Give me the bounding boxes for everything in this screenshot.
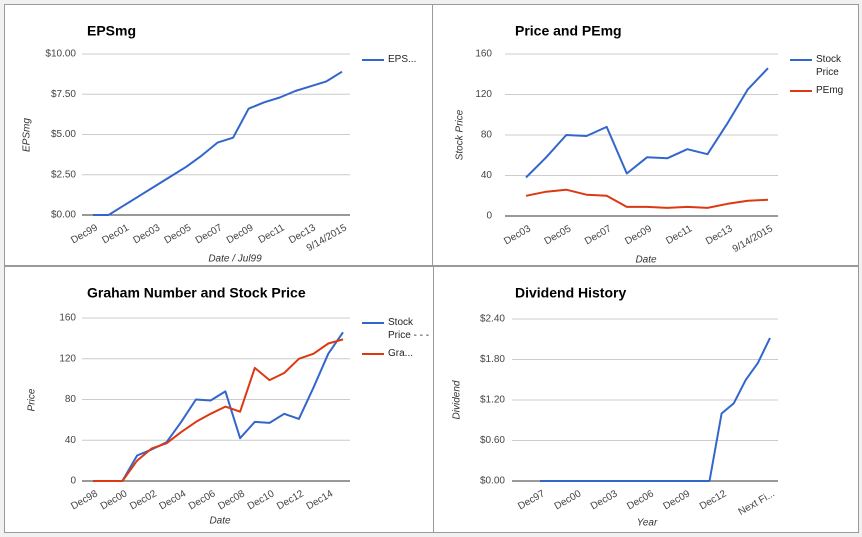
- legend-label: EPS...: [388, 54, 417, 65]
- legend-label: PEmg: [816, 85, 844, 96]
- y-axis-title: Price: [27, 388, 38, 411]
- y-tick-label: 160: [475, 49, 492, 60]
- y-axis-title: EPSmg: [22, 118, 33, 152]
- y-tick-label: $7.50: [51, 89, 76, 100]
- y-axis-title: Stock Price: [455, 109, 466, 160]
- data-line: [525, 67, 769, 179]
- y-tick-label: $10.00: [45, 49, 76, 60]
- data-line: [93, 70, 343, 216]
- x-axis-title: Date: [635, 255, 657, 266]
- data-line: [540, 337, 771, 482]
- y-tick-label: $2.40: [480, 314, 505, 325]
- legend-label: Stock Price - - -: [388, 317, 430, 341]
- y-tick-label: 0: [70, 476, 76, 487]
- y-tick-label: 40: [65, 435, 77, 446]
- y-tick-label: $1.20: [480, 395, 505, 406]
- legend-item: PEmg: [816, 85, 844, 96]
- chart-title: Graham Number and Stock Price: [87, 285, 306, 301]
- legend-label: Gra...: [388, 348, 414, 359]
- y-tick-label: $1.80: [480, 354, 505, 365]
- x-axis-title: Date: [209, 516, 231, 527]
- legend-label: Stock Price: [816, 54, 842, 78]
- chart-title: Dividend History: [515, 285, 626, 301]
- y-tick-label: $0.60: [480, 435, 505, 446]
- y-tick-label: 80: [65, 394, 77, 405]
- y-tick-label: 40: [481, 170, 493, 181]
- legend-item: Gra...: [388, 348, 414, 359]
- legend-item: EPS...: [388, 54, 417, 65]
- y-tick-label: $0.00: [51, 210, 76, 221]
- y-tick-label: $5.00: [51, 129, 76, 140]
- data-line: [93, 338, 344, 482]
- y-tick-label: 120: [59, 353, 76, 364]
- y-tick-label: 0: [486, 211, 492, 222]
- y-tick-label: $2.50: [51, 169, 76, 180]
- y-axis-title: Dividend: [452, 380, 463, 419]
- y-tick-label: 160: [59, 313, 76, 324]
- legend-item: Stock Price - - -: [388, 317, 430, 341]
- chart-title: EPSmg: [87, 23, 136, 39]
- y-tick-label: 80: [481, 130, 493, 141]
- x-axis-title: Year: [637, 518, 658, 529]
- chart-title: Price and PEmg: [515, 23, 622, 39]
- legend-item: Stock Price: [816, 54, 842, 78]
- y-tick-label: 120: [475, 89, 492, 100]
- y-tick-label: $0.00: [480, 476, 505, 487]
- data-line: [525, 188, 769, 209]
- x-axis-title: Date / Jul99: [208, 254, 262, 265]
- data-line: [93, 331, 344, 482]
